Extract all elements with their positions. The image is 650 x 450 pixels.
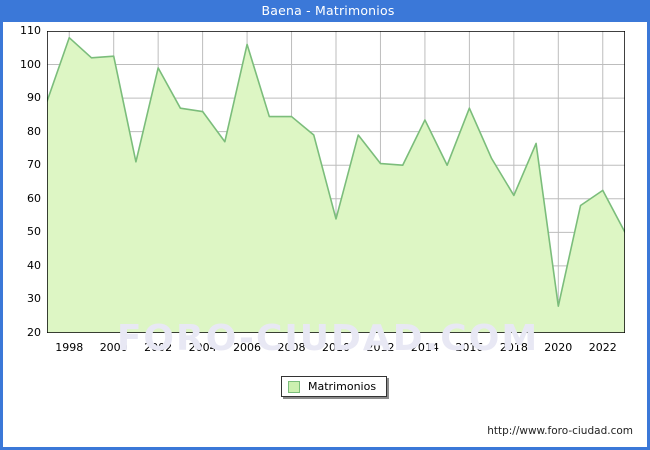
chart-title: Baena - Matrimonios [3,0,650,22]
legend[interactable]: Matrimonios [281,376,388,397]
x-axis-tick-label: 2020 [544,341,573,354]
y-axis-tick-label: 100 [20,57,41,71]
y-axis-tick-label: 20 [27,326,41,339]
x-axis-tick-label: 1998 [55,341,84,354]
y-axis-tick-label: 60 [27,191,41,205]
x-axis-tick-label: 2010 [322,341,350,354]
area-chart-svg [47,31,625,333]
y-axis-tick-label: 70 [27,158,41,172]
x-axis-tick-label: 2022 [588,341,617,354]
y-axis-tick-label: 30 [27,292,41,306]
x-axis-tick-label: 2014 [410,341,439,354]
x-axis-tick-label: 2016 [455,341,484,354]
x-axis-tick-label: 2008 [277,341,306,354]
y-axis-tick-label: 50 [27,225,41,239]
x-axis-tick-label: 2004 [188,341,217,354]
y-axis-tick-label: 110 [20,24,41,37]
y-axis-tick-label: 90 [27,91,41,105]
series-area-matrimonios [47,37,625,333]
y-axis-tick-label: 40 [27,258,41,272]
legend-swatch-matrimonios [288,380,300,393]
x-axis-tick-label: 2012 [366,341,395,354]
x-axis-tick-label: 2018 [499,341,528,354]
x-axis-tick-label: 2000 [99,341,128,354]
x-axis-tick-label: 2006 [233,341,262,354]
legend-label-matrimonios: Matrimonios [308,380,377,393]
y-axis-tick-label: 80 [27,124,41,138]
x-axis-labels: 1998 2000 2002 2004 2006 2008 2010 2012 2014 2016… [3,0,650,450]
x-axis-tick-label: 2002 [144,341,173,354]
plot-area [47,31,625,333]
y-axis-labels: 20 30 40 50 60 70 80 90 100 110 [3,0,43,450]
source-url: http://www.foro-ciudad.com [487,425,633,437]
series-line-matrimonios [47,36,625,307]
